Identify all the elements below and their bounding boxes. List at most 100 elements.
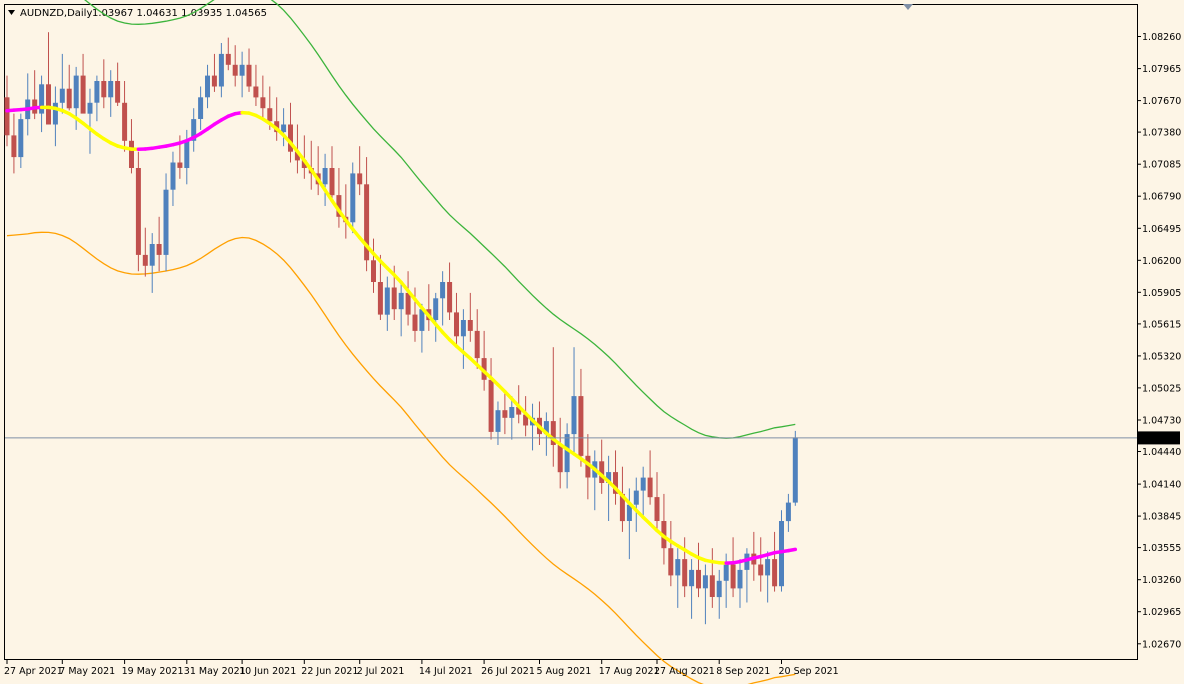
candle-body [488, 379, 494, 432]
x-tick-label: 31 May 2021 [184, 666, 246, 677]
ma-segment [420, 306, 431, 318]
candle-body [571, 396, 577, 435]
symbol-label: AUDNZD,Daily [20, 8, 92, 19]
x-tick-label: 27 Aug 2021 [654, 666, 715, 677]
candle-body [398, 292, 404, 310]
candle-body [405, 292, 411, 315]
y-tick-label: 1.07380 [1142, 128, 1181, 139]
candle-body [149, 244, 155, 266]
y-tick-label: 1.05905 [1142, 288, 1181, 299]
candle-body [516, 407, 522, 415]
candle-body [682, 559, 688, 587]
y-tick-label: 1.06200 [1142, 256, 1181, 267]
candle-body [122, 102, 128, 141]
candle-body [288, 124, 293, 152]
candle-body [633, 490, 639, 505]
candle-body [336, 195, 342, 217]
candles-layer [4, 32, 798, 625]
candle-body [39, 84, 45, 114]
candle-body [225, 53, 231, 65]
ma-segment [351, 227, 362, 240]
candle-body [765, 559, 771, 576]
candle-body [779, 521, 784, 587]
candle-body [191, 119, 197, 141]
candle-body [792, 437, 798, 503]
ohlc-readout: 1.03967 1.04631 1.03935 1.04565 [92, 8, 267, 19]
candle-body [281, 124, 287, 133]
price-axis: 1.08260 1.07965 1.07670 1.07380 1.07085 1.067… [1137, 32, 1181, 650]
candle-body [246, 64, 252, 87]
y-tick-label: 1.05615 [1142, 319, 1181, 330]
candle-body [585, 455, 591, 478]
candle-body [322, 168, 328, 185]
candle-body [170, 162, 176, 190]
y-tick-label: 1.02670 [1142, 639, 1181, 650]
candle-body [59, 88, 65, 103]
candle-body [716, 580, 722, 598]
candle-body [668, 548, 674, 576]
bands-layer [6, 0, 796, 684]
ma-segment [344, 218, 355, 232]
candle-body [177, 162, 183, 168]
chevron-down-icon[interactable] [8, 10, 15, 15]
candle-body [94, 81, 100, 103]
x-tick-label: 19 May 2021 [122, 666, 184, 677]
candle-body [371, 260, 376, 282]
candle-body [772, 559, 778, 587]
ma-segment [433, 322, 445, 335]
ma-segment [413, 297, 424, 310]
y-tick-label: 1.07670 [1142, 96, 1181, 107]
y-tick-label: 1.03845 [1142, 512, 1181, 523]
lower-band-line [6, 231, 796, 684]
ma-segment [399, 280, 410, 293]
y-tick-label: 1.07965 [1142, 64, 1181, 75]
x-tick-label: 26 Jul 2021 [481, 666, 535, 677]
candle-body [115, 81, 121, 103]
y-tick-label: 1.06495 [1142, 224, 1181, 235]
candle-body [599, 461, 605, 483]
moving-average-layer [5, 105, 798, 565]
candle-body [578, 396, 584, 456]
y-tick-label: 1.03260 [1142, 575, 1181, 586]
upper-band-line [84, 0, 796, 439]
plot-frame [4, 4, 1138, 660]
candle-body [689, 569, 695, 587]
candle-body [101, 81, 107, 98]
candle-body [301, 160, 307, 168]
current-price-box [1138, 431, 1180, 445]
candle-body [129, 140, 134, 168]
ma-segment [406, 289, 417, 302]
x-tick-label: 27 Apr 2021 [4, 666, 63, 677]
candle-body [460, 320, 466, 337]
x-tick-label: 20 Sep 2021 [779, 666, 839, 677]
candle-body [419, 309, 425, 331]
candle-body [184, 140, 190, 168]
candle-body [613, 472, 618, 494]
candle-body [543, 421, 549, 435]
ma-segment [337, 208, 348, 222]
candle-body [350, 173, 356, 223]
candle-body [253, 86, 259, 98]
ma-segment [295, 149, 307, 163]
y-tick-label: 1.05320 [1142, 351, 1181, 362]
candle-body [412, 314, 418, 331]
candle-body [723, 564, 729, 581]
x-tick-label: 7 May 2021 [59, 666, 115, 677]
candle-body [467, 320, 473, 331]
candle-body [384, 287, 390, 315]
y-tick-label: 1.04730 [1142, 416, 1181, 427]
candle-body [675, 559, 681, 576]
y-tick-label: 1.04440 [1142, 447, 1181, 458]
candle-body [163, 189, 169, 255]
x-tick-label: 10 Jun 2021 [239, 666, 296, 677]
ma-segment [330, 198, 341, 213]
x-tick-label: 2 Jul 2021 [357, 666, 405, 677]
candle-body [481, 358, 487, 380]
y-tick-label: 1.06790 [1142, 192, 1181, 203]
shift-marker-icon[interactable] [903, 4, 913, 10]
ma-segment [357, 235, 369, 248]
candle-body [619, 493, 625, 522]
candle-body [654, 497, 660, 521]
